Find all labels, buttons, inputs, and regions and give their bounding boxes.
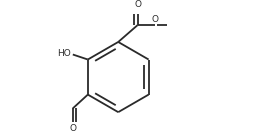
Text: O: O bbox=[151, 15, 158, 24]
Text: O: O bbox=[70, 124, 76, 133]
Text: O: O bbox=[134, 0, 141, 9]
Text: HO: HO bbox=[57, 49, 71, 58]
